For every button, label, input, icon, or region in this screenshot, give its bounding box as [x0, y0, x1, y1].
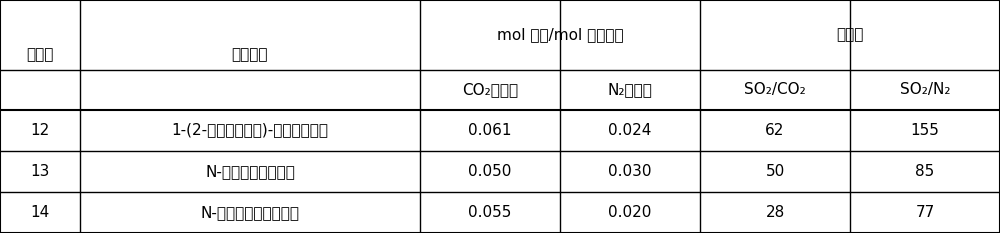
Text: 0.061: 0.061: [468, 123, 512, 138]
Text: 实施例: 实施例: [26, 47, 54, 62]
Text: 85: 85: [915, 164, 935, 179]
Text: 选择性: 选择性: [836, 27, 864, 42]
Text: 50: 50: [765, 164, 785, 179]
Text: 12: 12: [30, 123, 50, 138]
Text: 77: 77: [915, 205, 935, 220]
Text: 14: 14: [30, 205, 50, 220]
Text: CO₂吸收量: CO₂吸收量: [462, 82, 518, 97]
Text: 0.020: 0.020: [608, 205, 652, 220]
Text: 155: 155: [911, 123, 939, 138]
Text: 13: 13: [30, 164, 50, 179]
Text: 0.024: 0.024: [608, 123, 652, 138]
Text: 0.050: 0.050: [468, 164, 512, 179]
Text: 0.030: 0.030: [608, 164, 652, 179]
Text: N-丁基吡啶四氟硼酸盐: N-丁基吡啶四氟硼酸盐: [200, 205, 300, 220]
Text: SO₂/N₂: SO₂/N₂: [900, 82, 950, 97]
Text: SO₂/CO₂: SO₂/CO₂: [744, 82, 806, 97]
Text: N₂吸收量: N₂吸收量: [608, 82, 652, 97]
Text: 离子液体: 离子液体: [232, 47, 268, 62]
Text: 0.055: 0.055: [468, 205, 512, 220]
Text: mol 气体/mol 离子液体: mol 气体/mol 离子液体: [497, 27, 623, 42]
Text: 62: 62: [765, 123, 785, 138]
Text: 1-(2-二乙氨基乙基)-吡啶硫氰酸盐: 1-(2-二乙氨基乙基)-吡啶硫氰酸盐: [172, 123, 328, 138]
Text: N-丁基吡啶硫氰酸盐: N-丁基吡啶硫氰酸盐: [205, 164, 295, 179]
Text: 28: 28: [765, 205, 785, 220]
